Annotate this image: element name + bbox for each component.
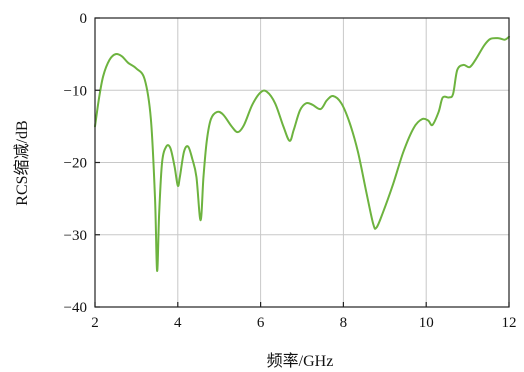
x-axis-title: 频率/GHz xyxy=(267,352,334,370)
y-tick-label: −40 xyxy=(64,300,87,316)
y-axis: 0 −10 −20 −30 −40 xyxy=(64,11,100,316)
series-line xyxy=(94,35,510,272)
y-tick-label: −20 xyxy=(64,156,87,172)
y-axis-title: RCS缩减/dB xyxy=(13,120,31,205)
series-layer xyxy=(94,35,510,272)
x-tick-label: 2 xyxy=(91,315,99,331)
grid xyxy=(95,18,509,307)
y-tick-label: −10 xyxy=(64,83,87,99)
y-tick-label: −30 xyxy=(64,228,87,244)
x-tick-label: 6 xyxy=(257,315,265,331)
y-tick-label: 0 xyxy=(80,11,88,27)
x-tick-label: 10 xyxy=(419,315,434,331)
x-tick-label: 12 xyxy=(502,315,517,331)
x-tick-label: 4 xyxy=(174,315,182,331)
x-axis: 2 4 6 8 10 12 xyxy=(91,302,517,331)
x-tick-label: 8 xyxy=(340,315,348,331)
